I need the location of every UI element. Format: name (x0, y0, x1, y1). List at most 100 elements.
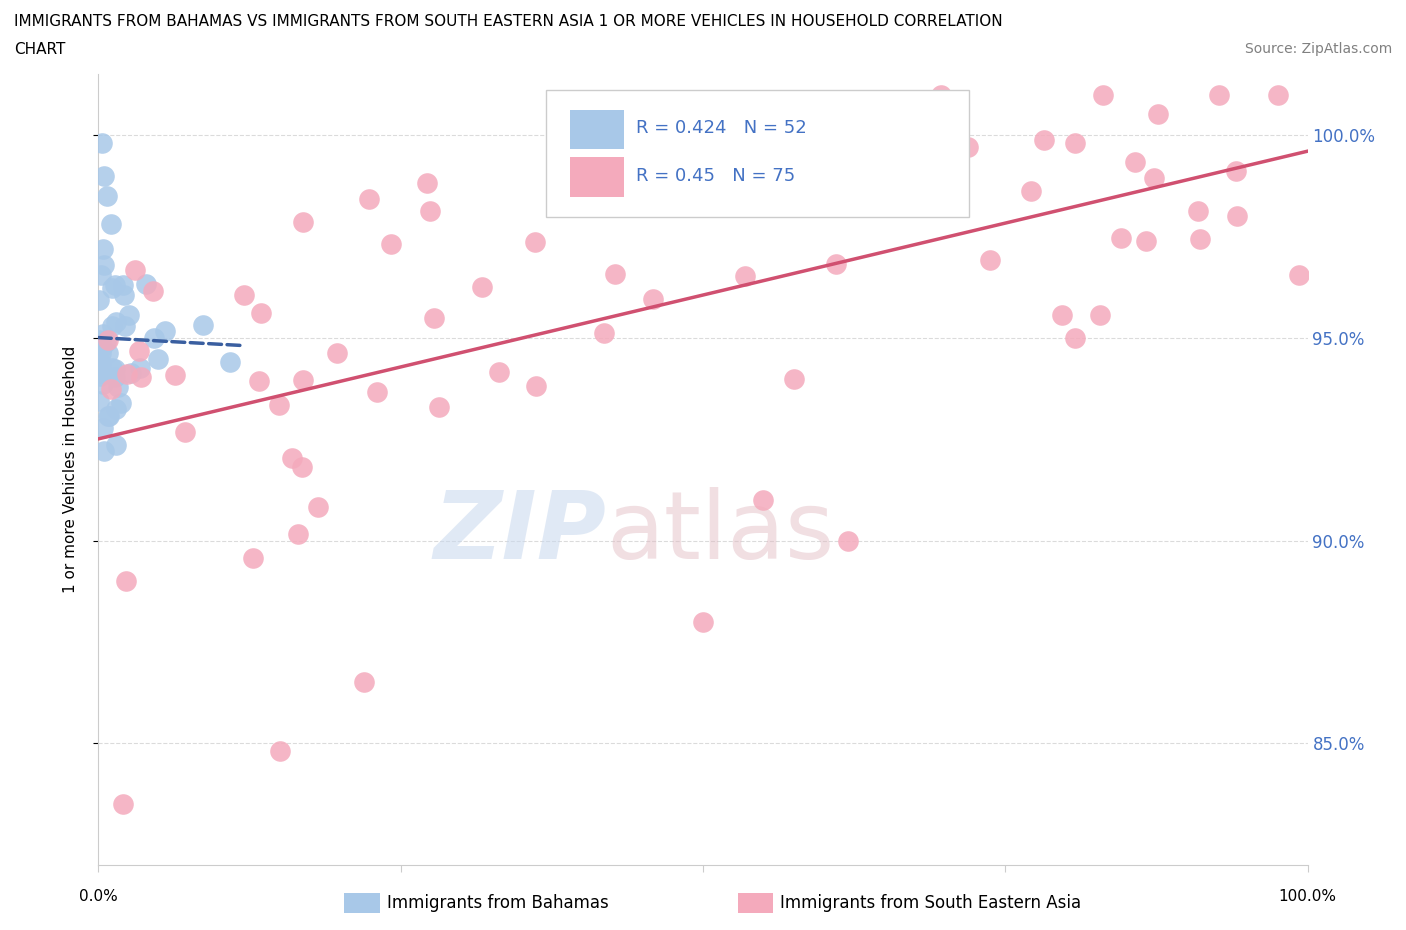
Point (141, 284, 163, 299)
Point (97, 408, 120, 423)
Point (1142, 170, 1164, 185)
Point (242, 551, 264, 565)
Point (979, 253, 1001, 268)
Point (98, 409, 121, 424)
Point (90, 268, 112, 283)
Point (165, 367, 187, 382)
Text: ZIP: ZIP (433, 487, 606, 578)
Point (752, 493, 775, 508)
Point (824, 257, 846, 272)
Point (90, 339, 112, 354)
Point (307, 499, 329, 514)
Point (104, 361, 127, 376)
Text: R = 0.45   N = 75: R = 0.45 N = 75 (637, 166, 796, 184)
Point (91, 365, 114, 380)
Point (131, 370, 153, 385)
Point (1091, 87, 1114, 102)
Text: 0.0%: 0.0% (79, 889, 118, 904)
Point (269, 744, 291, 759)
Point (1033, 133, 1056, 148)
Point (89, 357, 111, 372)
Text: 100.0%: 100.0% (1278, 889, 1337, 904)
Point (721, 198, 744, 213)
Point (734, 268, 756, 283)
Text: Immigrants from South Eastern Asia: Immigrants from South Eastern Asia (780, 894, 1081, 912)
Y-axis label: 1 or more Vehicles in Household: 1 or more Vehicles in Household (63, 346, 77, 593)
Point (1135, 233, 1157, 248)
Point (219, 354, 242, 369)
Point (135, 276, 157, 291)
Point (100, 217, 122, 232)
Point (90, 355, 112, 370)
Point (111, 277, 134, 292)
Point (191, 318, 214, 333)
Point (471, 279, 494, 294)
Point (128, 343, 150, 358)
Point (427, 399, 450, 414)
Point (291, 373, 314, 388)
Point (104, 437, 127, 452)
Point (692, 614, 714, 629)
Point (100, 381, 122, 396)
Point (247, 374, 270, 389)
Point (124, 262, 146, 277)
Point (837, 533, 859, 548)
Point (104, 278, 127, 293)
Point (380, 237, 402, 252)
Point (129, 360, 152, 375)
Point (884, 141, 907, 156)
Point (97, 345, 120, 360)
Point (112, 287, 135, 302)
Point (114, 318, 136, 333)
FancyBboxPatch shape (569, 157, 624, 197)
Point (621, 155, 644, 170)
Point (100, 319, 122, 334)
Point (233, 287, 256, 302)
Point (90, 338, 112, 352)
Point (89, 355, 111, 370)
Point (269, 397, 291, 412)
Point (117, 366, 139, 381)
Point (91, 326, 114, 341)
Point (891, 166, 914, 181)
Point (90, 346, 112, 361)
Point (87, 332, 110, 347)
Point (717, 147, 740, 162)
FancyBboxPatch shape (569, 110, 624, 150)
Point (1288, 268, 1310, 283)
Text: R = 0.424   N = 52: R = 0.424 N = 52 (637, 119, 807, 137)
Point (488, 365, 510, 379)
Point (105, 315, 128, 330)
Point (87, 394, 110, 409)
Point (91, 136, 114, 151)
Point (782, 371, 804, 386)
Point (93, 258, 115, 272)
Point (523, 234, 546, 249)
Point (91, 242, 114, 257)
Point (89, 368, 111, 383)
Text: Immigrants from Bahamas: Immigrants from Bahamas (387, 894, 609, 912)
Text: IMMIGRANTS FROM BAHAMAS VS IMMIGRANTS FROM SOUTH EASTERN ASIA 1 OR MORE VEHICLES: IMMIGRANTS FROM BAHAMAS VS IMMIGRANTS FR… (14, 14, 1002, 29)
Text: atlas: atlas (606, 487, 835, 578)
Point (281, 450, 304, 465)
Point (110, 395, 132, 410)
Point (1147, 106, 1170, 121)
Point (97, 332, 120, 347)
Point (94, 335, 117, 350)
Point (801, 151, 824, 166)
Point (111, 797, 134, 812)
Point (641, 292, 664, 307)
Point (422, 311, 444, 325)
Point (115, 574, 138, 589)
Point (93, 168, 115, 183)
Point (366, 384, 388, 399)
Point (731, 161, 754, 176)
Point (96, 189, 118, 204)
Point (900, 131, 922, 146)
Point (1188, 232, 1211, 246)
Point (1064, 135, 1087, 150)
Point (419, 203, 441, 218)
Point (153, 324, 176, 339)
Point (101, 360, 124, 375)
Point (1267, 87, 1289, 102)
